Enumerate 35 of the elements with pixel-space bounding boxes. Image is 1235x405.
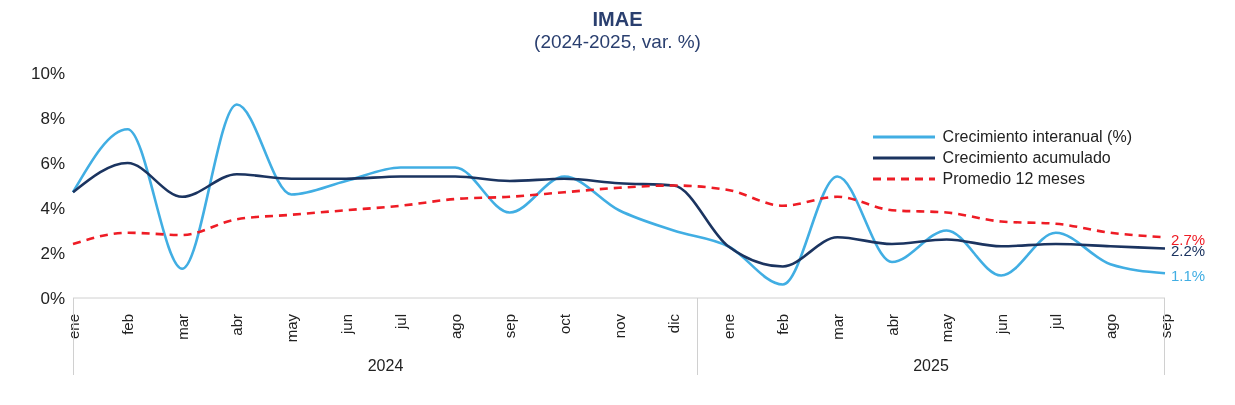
x-tick-label: oct [555,313,573,335]
x-tick-label: may [938,313,956,343]
x-tick-label: may [282,313,300,343]
x-tick-label: abr [228,314,246,336]
x-tick-label: jun [337,314,355,336]
x-tick-label: mar [828,314,846,340]
x-tick-label: jun [992,314,1010,336]
y-tick-label: 2% [40,244,65,264]
y-tick-label: 10% [30,64,65,84]
x-tick-label: abr [883,314,901,336]
legend-label: Crecimiento acumulado [942,148,1111,168]
x-tick-label: ene [719,314,737,340]
x-tick-label: jul [1047,314,1065,331]
y-tick-label: 8% [40,109,65,129]
chart-subtitle: (2024-2025, var. %) [533,31,702,53]
y-tick-label: 6% [40,154,65,174]
x-tick-label: jul [392,314,410,331]
x-tick-label: nov [610,313,628,339]
text: 2025 [912,357,950,375]
legend-label: Promedio 12 meses [942,169,1085,189]
y-tick-label: 4% [40,199,65,219]
data-label: 1.1% [1171,266,1206,284]
line-series [71,103,1167,286]
x-tick-label: ago [1101,314,1119,340]
x-tick-label: feb [774,314,792,335]
x-tick-label: sep [501,314,519,339]
x-tick-label: feb [119,314,137,335]
y-tick-label: 0% [40,289,65,309]
text: 2024 [366,357,405,375]
x-tick-label: mar [173,314,191,340]
x-tick-label: dic [665,313,683,334]
chart-title: IMAE [591,8,644,31]
legend-label: Crecimiento interanual (%) [942,127,1132,147]
x-tick-label: ago [446,314,464,340]
line-series [71,161,1167,268]
